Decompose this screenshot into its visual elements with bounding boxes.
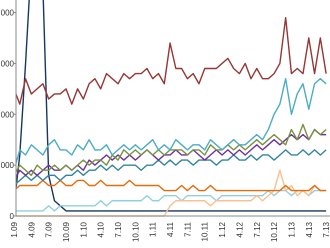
y-tick-label: 000 — [1, 59, 15, 68]
series-line — [16, 179, 327, 192]
x-tick-label: 4.13 — [305, 221, 314, 237]
x-tick-label: 7.13 — [322, 221, 330, 237]
x-tick-label: 1.10 — [79, 221, 88, 237]
x-tick-label: 4.10 — [97, 221, 106, 237]
series-line — [16, 169, 327, 217]
x-tick-label: 4.12 — [235, 221, 244, 237]
x-tick-label: 10.12 — [270, 221, 279, 242]
x-tick-label: 1.12 — [218, 221, 227, 237]
series-line — [16, 189, 327, 212]
x-tick-label: 7.11 — [183, 221, 192, 237]
x-tick-label: 1.09 — [10, 221, 19, 237]
y-tick-label: 000 — [1, 9, 15, 18]
series-line — [16, 0, 327, 212]
x-tick-label: 4.09 — [27, 221, 36, 237]
x-tick-label: 1.11 — [149, 221, 158, 237]
y-tick-label: 000 — [1, 161, 15, 170]
series-line — [16, 149, 327, 185]
x-tick-label: 7.10 — [114, 221, 123, 237]
plot-area — [16, 0, 327, 217]
x-tick-label: 10.09 — [62, 221, 71, 242]
y-tick-label: 0 — [10, 212, 15, 221]
x-tick-label: 7.09 — [45, 221, 54, 237]
x-tick-label: 10.11 — [201, 221, 210, 241]
series-line — [16, 77, 327, 166]
x-tick-label: 10.10 — [131, 221, 140, 242]
x-tick-label: 1.13 — [287, 221, 296, 237]
x-tick-label: 7.12 — [253, 221, 262, 237]
x-tick-label: 4.11 — [166, 221, 175, 237]
y-tick-label: 000 — [1, 110, 15, 119]
series-line — [16, 16, 327, 105]
